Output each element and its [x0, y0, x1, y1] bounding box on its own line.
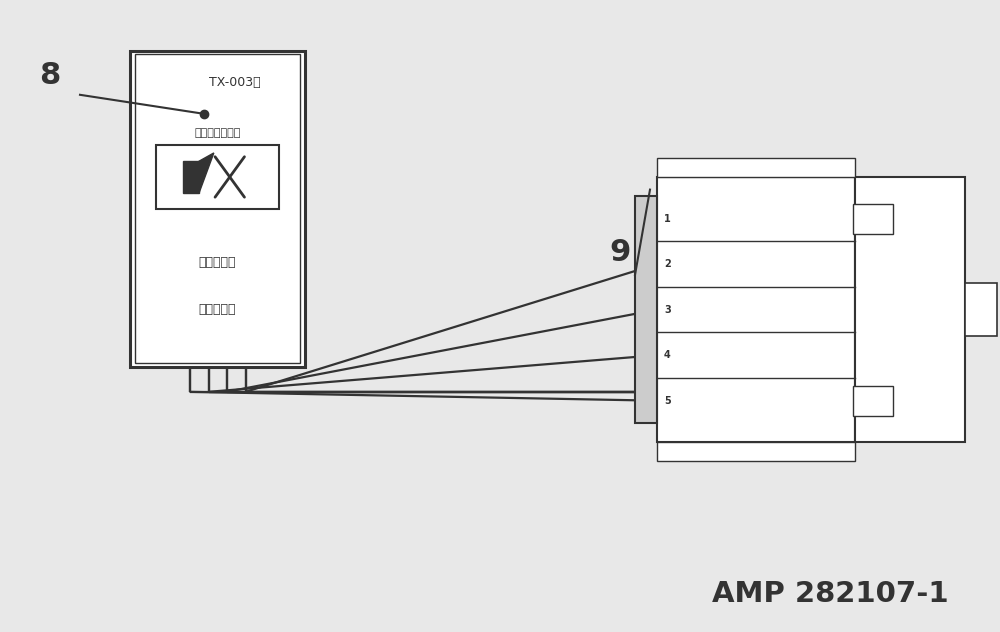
Bar	[853, 386, 893, 416]
Text: 9: 9	[609, 238, 631, 267]
Polygon shape	[199, 153, 214, 193]
Bar	[657, 177, 855, 442]
Text: 请拔出钥匙: 请拔出钥匙	[199, 303, 236, 316]
Bar	[855, 177, 965, 442]
Bar	[130, 51, 305, 367]
Text: 4: 4	[664, 350, 671, 360]
Bar	[965, 283, 997, 336]
Text: 1: 1	[664, 214, 671, 224]
Text: 3: 3	[664, 305, 671, 315]
Text: 钥匙未拔提醒器: 钥匙未拔提醒器	[194, 128, 241, 138]
Text: AMP 282107-1: AMP 282107-1	[712, 580, 948, 608]
Text: 8: 8	[39, 61, 61, 90]
Text: 5: 5	[664, 396, 671, 406]
Text: 离开座位时: 离开座位时	[199, 256, 236, 269]
Bar	[657, 442, 855, 461]
Text: TX-003型: TX-003型	[209, 76, 261, 88]
Bar	[657, 158, 855, 177]
Bar	[853, 204, 893, 234]
Bar	[156, 145, 279, 209]
Bar	[635, 196, 657, 423]
Bar	[183, 161, 199, 193]
Text: 2: 2	[664, 259, 671, 269]
Bar	[135, 54, 300, 363]
